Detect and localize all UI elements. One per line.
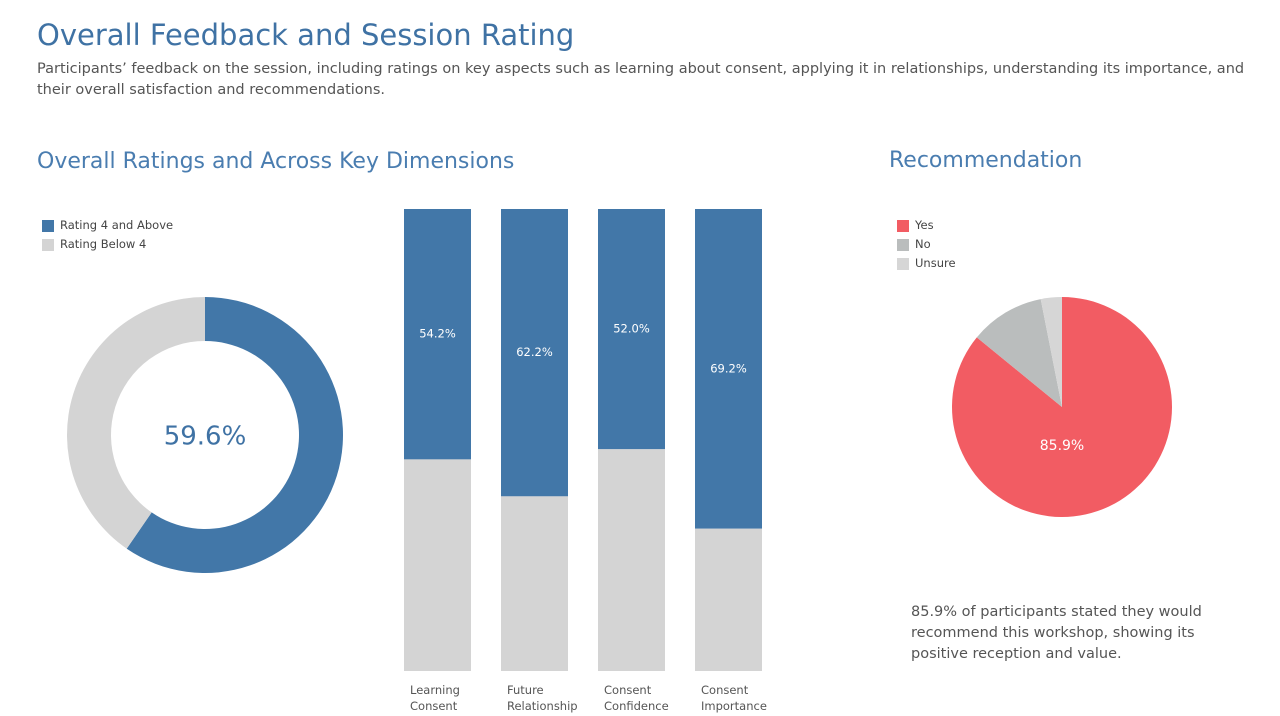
bar-segment	[695, 209, 762, 529]
center-label: 59.6%	[164, 422, 247, 452]
data-label: 69.2%	[710, 361, 747, 375]
bar-segment	[404, 209, 471, 460]
x-tick-label: Consent Confidence	[604, 683, 669, 713]
legend-swatch	[42, 239, 54, 251]
bar-segment	[501, 496, 568, 671]
x-tick-label: Consent Importance	[701, 683, 767, 713]
page-title: Overall Feedback and Session Rating	[37, 18, 575, 52]
data-label: 85.9%	[1040, 438, 1084, 454]
legend-swatch	[897, 220, 909, 232]
section-title: Overall Ratings and Across Key Dimension…	[37, 149, 515, 174]
slice	[126, 297, 343, 573]
section-title: Recommendation	[889, 148, 1083, 173]
legend-swatch	[42, 220, 54, 232]
annotation: 85.9% of participants stated they would …	[911, 604, 1202, 662]
page-subtitle: Participants’ feedback on the session, i…	[37, 61, 1245, 98]
legend-label: Rating Below 4	[60, 237, 147, 251]
bar-segment	[598, 449, 665, 671]
data-label: 52.0%	[613, 322, 650, 336]
data-label: 54.2%	[419, 327, 456, 341]
legend-label: Unsure	[915, 256, 956, 270]
legend-label: Yes	[915, 218, 934, 232]
x-tick-label: Learning Consent	[410, 683, 460, 713]
x-tick-label: Future Relationship	[507, 683, 578, 713]
bar-segment	[404, 459, 471, 671]
bar-segment	[695, 528, 762, 671]
slice	[976, 299, 1062, 407]
legend-label: Rating 4 and Above	[60, 218, 174, 232]
legend-swatch	[897, 239, 909, 251]
bar-segment	[501, 209, 568, 497]
slice	[1040, 297, 1062, 407]
legend-swatch	[897, 258, 909, 270]
data-label: 62.2%	[516, 345, 553, 359]
slice	[66, 297, 205, 549]
bar-segment	[598, 209, 665, 450]
legend-label: No	[915, 237, 931, 251]
